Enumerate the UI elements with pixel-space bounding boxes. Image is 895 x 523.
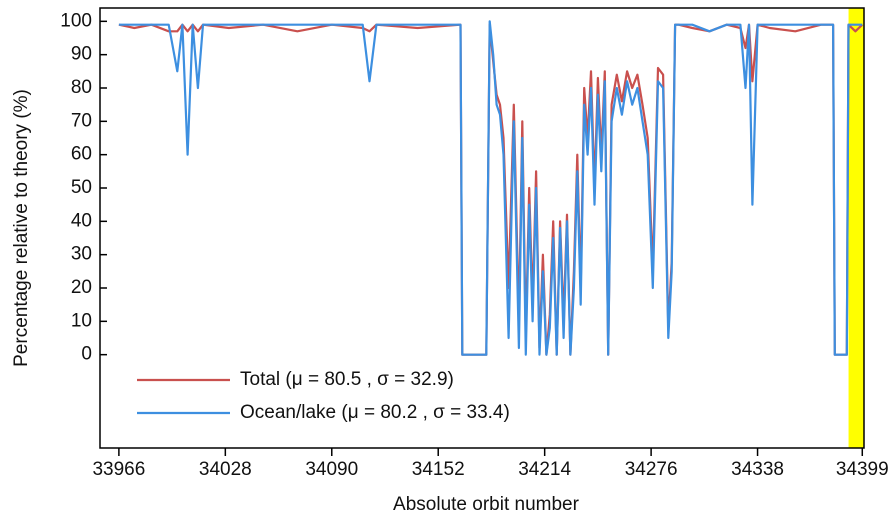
y-tick-label: 70 xyxy=(71,110,92,131)
y-axis-title: Percentage relative to theory (%) xyxy=(11,89,32,367)
highlight-band xyxy=(848,8,864,448)
legend-label: Ocean/lake (μ = 80.2 , σ = 33.4) xyxy=(240,402,510,423)
series-line xyxy=(118,20,863,356)
y-tick-label: 20 xyxy=(71,277,92,298)
x-tick-label: 34090 xyxy=(305,459,358,480)
x-tick-label: 34276 xyxy=(625,459,678,480)
x-tick-label: 34028 xyxy=(199,459,252,480)
y-tick-label: 60 xyxy=(71,144,92,165)
y-tick-label: 10 xyxy=(71,310,92,331)
x-tick-label: 34152 xyxy=(412,459,465,480)
x-tick-label: 34399 xyxy=(836,459,889,480)
x-tick-label: 34338 xyxy=(731,459,784,480)
y-tick-label: 80 xyxy=(71,77,92,98)
y-tick-label: 50 xyxy=(71,177,92,198)
y-tick-label: 0 xyxy=(81,344,92,365)
plot-frame xyxy=(99,7,865,449)
x-axis-title: Absolute orbit number xyxy=(393,494,580,515)
x-tick-label: 34214 xyxy=(518,459,571,480)
y-tick-label: 90 xyxy=(71,44,92,65)
x-tick-label: 33966 xyxy=(92,459,145,480)
y-tick-label: 100 xyxy=(60,10,92,31)
y-tick-label: 40 xyxy=(71,210,92,231)
legend-label: Total (μ = 80.5 , σ = 32.9) xyxy=(240,369,454,390)
y-tick-label: 30 xyxy=(71,244,92,265)
